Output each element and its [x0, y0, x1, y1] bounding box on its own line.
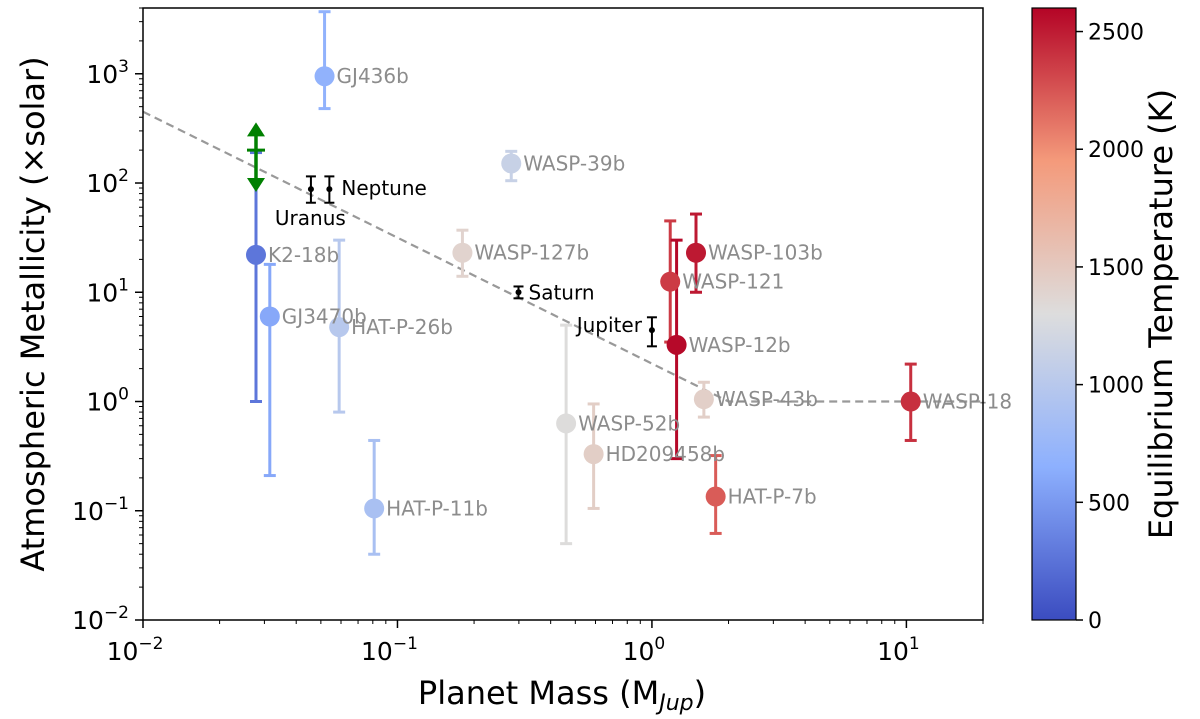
point-jupiter	[648, 327, 655, 334]
label-wasp-18: WASP-18	[923, 390, 1012, 414]
point-gj436b	[314, 66, 335, 87]
colorbar-tick-label: 1000	[1088, 374, 1144, 399]
colorbar	[1031, 7, 1077, 621]
colorbar-tick-label: 2500	[1088, 21, 1144, 46]
label-hat-p-7b: HAT-P-7b	[728, 485, 817, 509]
label-wasp-121: WASP-121	[682, 270, 784, 294]
y-tick-label: 10−2	[72, 603, 129, 635]
point-wasp-39b	[501, 153, 522, 174]
x-axis-title: Planet Mass (MJup)	[418, 674, 706, 716]
point-wasp-18	[900, 391, 921, 412]
lower-limit-arrow-down	[246, 178, 265, 193]
point-wasp-52b	[556, 413, 577, 434]
y-tick-label: 103	[86, 57, 129, 89]
x-tick-label: 100	[623, 634, 666, 666]
y-axis-title: Atmospheric Metallicity (×solar)	[14, 56, 52, 571]
lower-limit-arrow-up	[246, 122, 265, 137]
label-wasp-39b: WASP-39b	[523, 151, 625, 175]
point-wasp-121	[660, 271, 681, 292]
x-tick-label: 10−2	[107, 634, 164, 666]
y-tick-label: 100	[86, 385, 129, 417]
label-k2-18b: K2-18b	[268, 243, 339, 267]
label-wasp-52b: WASP-52b	[578, 411, 680, 435]
label-jupiter: Jupiter	[575, 313, 643, 337]
point-hat-p-7b	[705, 486, 726, 507]
point-neptune	[326, 186, 333, 193]
point-wasp-12b	[666, 334, 687, 355]
colorbar-layer: 0 500 1000 1500 2000 2500 Equilibrium Temperat…	[1031, 7, 1180, 634]
colorbar-tick-label: 500	[1088, 491, 1130, 516]
label-hd209458b: HD209458b	[606, 442, 725, 466]
y-tick-label: 10−1	[72, 494, 129, 526]
colorbar-title: Equilibrium Temperature (K)	[1142, 89, 1180, 539]
label-gj436b: GJ436b	[337, 64, 409, 88]
trend-line	[143, 110, 983, 403]
colorbar-tick-label: 2000	[1088, 138, 1144, 163]
point-uranus	[307, 186, 314, 193]
point-wasp-103b	[686, 242, 707, 263]
y-tick-label: 101	[86, 275, 129, 307]
colorbar-tick-label: 0	[1088, 609, 1102, 634]
y-tick-label: 102	[86, 166, 129, 198]
trend-layer	[143, 110, 983, 403]
label-wasp-103b: WASP-103b	[708, 241, 823, 265]
label-saturn: Saturn	[529, 280, 595, 304]
label-wasp-127b: WASP-127b	[474, 241, 589, 265]
plot-frame	[142, 7, 984, 621]
label-wasp-43b: WASP-43b	[716, 387, 818, 411]
errorbar-layer	[249, 10, 917, 556]
x-tick-label: 101	[877, 634, 920, 666]
point-hd209458b	[583, 444, 604, 465]
label-gj3470b: GJ3470b	[282, 304, 367, 328]
point-wasp-127b	[452, 242, 473, 263]
point-k2-18b	[245, 244, 266, 265]
label-wasp-12b: WASP-12b	[689, 333, 791, 357]
point-hat-p-26b	[329, 317, 350, 338]
label-uranus: Uranus	[275, 206, 346, 230]
point-hat-p-11b	[364, 498, 385, 519]
points-layer	[245, 66, 921, 519]
point-wasp-43b	[693, 389, 714, 410]
axes-layer: 10−2 10−1 100 101 10−2 10−1 100 101 102 103	[72, 7, 984, 666]
point-saturn	[515, 289, 522, 296]
label-hat-p-11b: HAT-P-11b	[386, 496, 488, 520]
label-neptune: Neptune	[341, 176, 426, 200]
colorbar-tick-label: 1500	[1088, 256, 1144, 281]
point-gj3470b	[259, 306, 280, 327]
label-hat-p-26b: HAT-P-26b	[351, 315, 453, 339]
x-tick-label: 10−1	[361, 634, 418, 666]
